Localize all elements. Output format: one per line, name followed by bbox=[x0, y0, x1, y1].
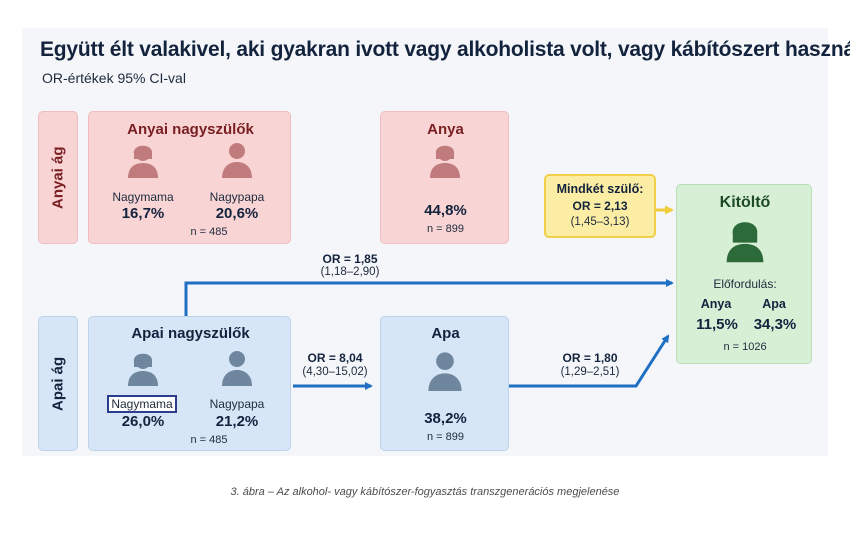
figure-caption: 3. ábra – Az alkohol- vagy kábítószer-fo… bbox=[230, 486, 620, 498]
father-person-icon bbox=[428, 352, 462, 391]
both-parents-title: Mindkét szülő: bbox=[556, 182, 644, 196]
maternal-grandparents-box: Anyai nagyszülők Nagymama 16,7% Nagypapa… bbox=[88, 111, 291, 244]
mother-value: 44,8% bbox=[424, 202, 467, 219]
mother-title: Anya bbox=[427, 121, 464, 138]
both-parents-or: OR = 2,13 bbox=[572, 199, 628, 213]
maternal-side-label: Anyai ág bbox=[38, 111, 78, 244]
arrow-father-to-respondent bbox=[509, 334, 670, 388]
figure-subtitle: OR-értékek 95% CI-val bbox=[42, 70, 186, 86]
father-to-respondent-ci: (1,29–2,51) bbox=[560, 366, 620, 378]
grandparents-to-father-ci: (4,30–15,02) bbox=[302, 366, 368, 378]
paternal-grandma-person-icon bbox=[128, 353, 158, 386]
respondent-person-icon bbox=[726, 222, 764, 263]
paternal-grandma-label-highlight: Nagymama bbox=[107, 395, 177, 413]
maternal-grandma-value: 16,7% bbox=[121, 205, 165, 222]
paternal-grandparents-title: Apai nagyszülők bbox=[131, 325, 250, 342]
paternal-grandparents-n: n = 485 bbox=[190, 434, 228, 446]
maternal-grandpa-label: Nagypapa bbox=[209, 190, 265, 204]
respondent-mother-value: 11,5% bbox=[696, 316, 738, 333]
grandparents-to-father-or: OR = 8,04 bbox=[307, 351, 363, 365]
father-value: 38,2% bbox=[424, 410, 467, 427]
both-parents-ci: (1,45–3,13) bbox=[570, 216, 630, 228]
respondent-father-value: 34,3% bbox=[753, 316, 797, 333]
paternal-grandpa-person-icon bbox=[222, 351, 252, 386]
father-box: Apa 38,2% n = 899 bbox=[380, 316, 509, 451]
father-n: n = 899 bbox=[426, 431, 464, 443]
maternal-grandpa-value: 20,6% bbox=[215, 205, 259, 222]
both-parents-box: Mindkét szülő: OR = 2,13 (1,45–3,13) bbox=[544, 174, 656, 238]
father-title: Apa bbox=[431, 325, 460, 342]
respondent-father-label: Apa bbox=[762, 297, 786, 311]
grandma-to-respondent-ci: (1,18–2,90) bbox=[320, 266, 380, 278]
paternal-grandpa-label: Nagypapa bbox=[209, 397, 265, 411]
grandma-to-respondent-or: OR = 1,85 bbox=[322, 252, 378, 266]
respondent-mother-label: Anya bbox=[700, 297, 732, 311]
maternal-grandparents-title: Anyai nagyszülők bbox=[127, 121, 254, 138]
paternal-side-label: Apai ág bbox=[38, 316, 78, 451]
grandpa-person-icon bbox=[222, 143, 252, 178]
mother-n: n = 899 bbox=[426, 223, 464, 235]
figure-title: Együtt élt valakivel, aki gyakran ivott … bbox=[40, 38, 850, 61]
mother-person-icon bbox=[430, 145, 460, 178]
respondent-title: Kitöltő bbox=[719, 194, 771, 211]
mother-box: Anya 44,8% n = 899 bbox=[380, 111, 509, 244]
paternal-grandma-value: 26,0% bbox=[121, 413, 165, 430]
arrow-grandma-to-respondent bbox=[184, 279, 674, 316]
paternal-grandpa-value: 21,2% bbox=[215, 413, 259, 430]
maternal-grandparents-n: n = 485 bbox=[190, 226, 228, 238]
respondent-prevalence-label: Előfordulás: bbox=[713, 277, 777, 291]
father-to-respondent-or: OR = 1,80 bbox=[562, 351, 618, 365]
maternal-grandma-label: Nagymama bbox=[112, 190, 174, 204]
respondent-box: Kitöltő Előfordulás: Anya 11,5% Apa 34,3… bbox=[676, 184, 812, 364]
grandma-person-icon bbox=[128, 145, 158, 178]
respondent-n: n = 1026 bbox=[723, 341, 767, 353]
paternal-grandma-label: Nagymama bbox=[107, 395, 177, 413]
paternal-grandparents-box: Apai nagyszülők Nagymama 26,0% Nagypapa … bbox=[88, 316, 291, 451]
